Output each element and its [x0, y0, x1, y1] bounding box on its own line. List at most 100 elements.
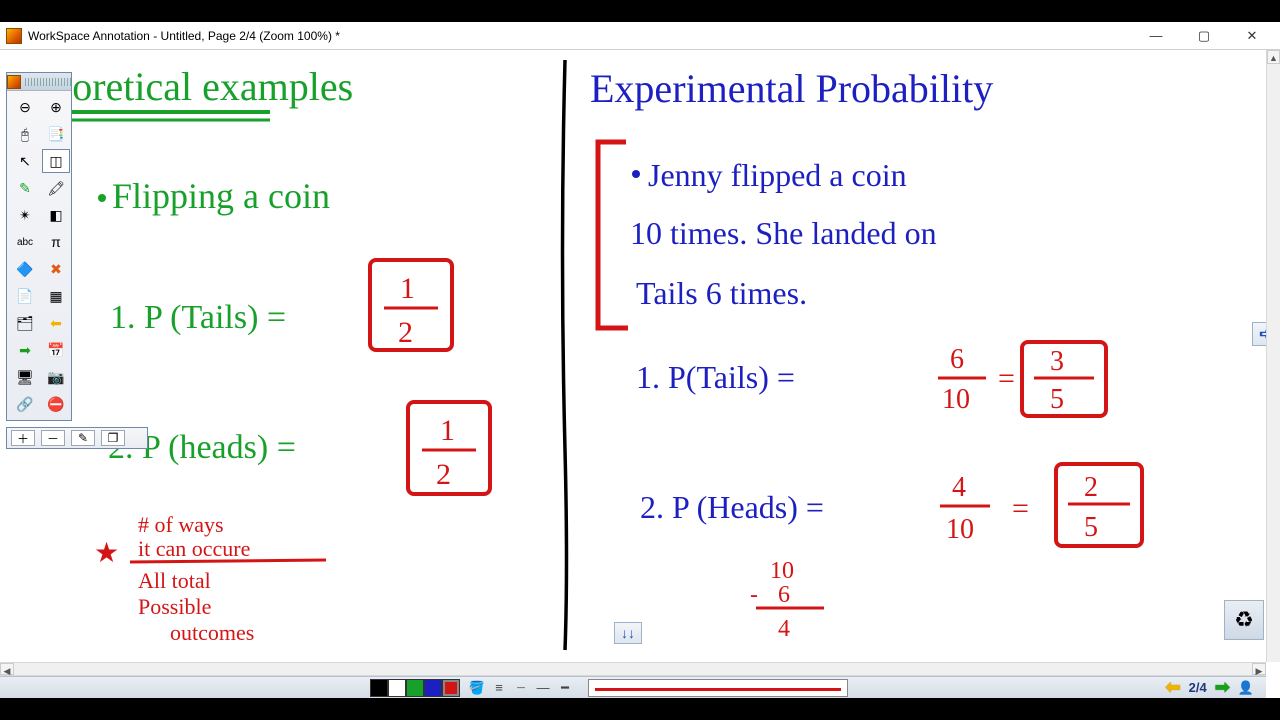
right-q2-label: 2. P (Heads) = [640, 489, 824, 525]
highlighter-icon[interactable]: 🖍 [42, 176, 70, 200]
sub-top: 10 [770, 558, 794, 584]
r-q1-f1-top: 6 [950, 344, 964, 375]
thickness-preview[interactable] [588, 679, 848, 697]
whiteboard-svg: Theoretical examples Flipping a coin 1. … [0, 50, 1266, 662]
r-q1-f2-top: 3 [1050, 346, 1064, 377]
divider-line [563, 60, 567, 650]
line-small-icon[interactable]: ― [534, 679, 552, 697]
right-q1-label: 1. P(Tails) = [636, 359, 795, 395]
delete-x-icon[interactable]: ✖ [42, 257, 70, 281]
shapes-icon[interactable]: 🔷 [11, 257, 39, 281]
side-toolbar: ⊖⊕🖰📑↖◫✎🖍✴◧abcπ🔷✖📄▦🗂⬅➡📅🖥📷🔗⛔ [6, 72, 72, 421]
link-icon[interactable]: 🔗 [11, 392, 39, 416]
left-q1-numer: 1 [400, 272, 415, 305]
swatch-green[interactable] [406, 679, 424, 697]
left-q2-denom: 2 [436, 458, 451, 491]
whiteboard-canvas[interactable]: Theoretical examples Flipping a coin 1. … [0, 50, 1266, 662]
close-button[interactable]: ✕ [1230, 25, 1274, 47]
edit-tool-button[interactable]: ✎ [71, 430, 95, 446]
toolbar-app-icon [7, 75, 21, 89]
horizontal-scrollbar[interactable]: ◀ ▶ [0, 662, 1266, 676]
r-q1-eq: = [998, 362, 1015, 395]
cancel-icon[interactable]: ⛔ [42, 392, 70, 416]
recycle-button[interactable]: ♻ [1224, 600, 1264, 640]
letterbox [0, 0, 1280, 22]
sub-mid: 6 [778, 582, 790, 608]
line-med-icon[interactable]: ━ [556, 679, 574, 697]
remove-tool-button[interactable]: － [41, 430, 65, 446]
r-q2-f2-bot: 5 [1084, 512, 1098, 543]
minimize-button[interactable]: — [1134, 25, 1178, 47]
collapse-icon[interactable]: ⊖ [11, 95, 39, 119]
calendar-icon[interactable]: 📅 [42, 338, 70, 362]
new-page-icon[interactable]: 📄 [11, 284, 39, 308]
stamp-icon[interactable]: ✴ [11, 203, 39, 227]
r-q2-f2-top: 2 [1084, 472, 1098, 503]
eraser-icon[interactable]: ◧ [42, 203, 70, 227]
vertical-scrollbar[interactable]: ▲ [1266, 50, 1280, 662]
pencil-icon[interactable]: ✎ [11, 176, 39, 200]
r-q2-eq: = [1012, 492, 1029, 525]
screen-icon[interactable]: 🖥 [11, 365, 39, 389]
app-icon [6, 28, 22, 44]
scroll-right-icon[interactable]: ▶ [1252, 663, 1266, 675]
swatch-white[interactable] [388, 679, 406, 697]
page-down-floater[interactable]: ↓↓ [614, 622, 642, 644]
select-rect-icon[interactable]: ◫ [42, 149, 70, 173]
copy-icon[interactable]: 📑 [42, 122, 70, 146]
note-line-3: All total [138, 568, 211, 593]
expand-icon[interactable]: ⊕ [42, 95, 70, 119]
left-q2-numer: 1 [440, 414, 455, 447]
prev-page-button[interactable]: ⬅ [1166, 677, 1181, 698]
add-tool-button[interactable]: ＋ [11, 430, 35, 446]
bullet-icon [98, 194, 106, 202]
window-title: WorkSpace Annotation - Untitled, Page 2/… [28, 29, 1134, 43]
note-line-5: outcomes [170, 620, 254, 645]
bullet-jenny [632, 170, 640, 178]
next-page-button[interactable]: ➡ [1215, 677, 1230, 698]
left-example: Flipping a coin [112, 176, 330, 216]
r-q1-f2-bot: 5 [1050, 384, 1064, 415]
r-q2-f1-top: 4 [952, 472, 966, 503]
star-icon: ★ [94, 538, 119, 569]
scroll-up-icon[interactable]: ▲ [1267, 50, 1280, 64]
note-line-2: it can occure [138, 536, 250, 561]
color-swatches [370, 679, 460, 697]
left-q1-denom: 2 [398, 316, 413, 349]
r-q2-f1-bot: 10 [946, 514, 974, 545]
thickness-line [595, 688, 841, 691]
toolbar-handle[interactable] [7, 73, 71, 91]
bottom-icons: 🪣≡┈―━ [468, 679, 574, 697]
maximize-button[interactable]: ▢ [1182, 25, 1226, 47]
sub-minus: - [750, 582, 758, 608]
mouse-icon[interactable]: 🖰 [11, 122, 39, 146]
mini-toolbar: ＋ － ✎ ❐ [6, 427, 148, 449]
sub-bot: 4 [778, 616, 790, 642]
note-fracline [130, 560, 326, 562]
note-line-4: Possible [138, 594, 211, 619]
line-dash-icon[interactable]: ┈ [512, 679, 530, 697]
user-icon[interactable]: 👤 [1238, 680, 1254, 696]
swatch-black[interactable] [370, 679, 388, 697]
text-abc-icon[interactable]: abc [11, 230, 39, 254]
line-solid-icon[interactable]: ≡ [490, 679, 508, 697]
story-line-3: Tails 6 times. [636, 275, 807, 311]
swatch-blue[interactable] [424, 679, 442, 697]
fill-icon[interactable]: 🪣 [468, 679, 486, 697]
math-pi-icon[interactable]: π [42, 230, 70, 254]
page-indicator: 2/4 [1189, 680, 1207, 695]
pointer-icon[interactable]: ↖ [11, 149, 39, 173]
r-q1-f1-bot: 10 [942, 384, 970, 415]
swatch-red[interactable] [442, 679, 460, 697]
grid-icon[interactable]: ▦ [42, 284, 70, 308]
pages-tool-button[interactable]: ❐ [101, 430, 125, 446]
window-controls: — ▢ ✕ [1134, 25, 1274, 47]
note-line-1: # of ways [138, 512, 224, 537]
scroll-left-icon[interactable]: ◀ [0, 663, 14, 675]
layers-icon[interactable]: 🗂 [11, 311, 39, 335]
left-q1-label: 1. P (Tails) = [110, 299, 286, 336]
grip-icon [25, 78, 71, 86]
camera-icon[interactable]: 📷 [42, 365, 70, 389]
arrow-left-icon[interactable]: ⬅ [42, 311, 70, 335]
arrow-right-icon[interactable]: ➡ [11, 338, 39, 362]
